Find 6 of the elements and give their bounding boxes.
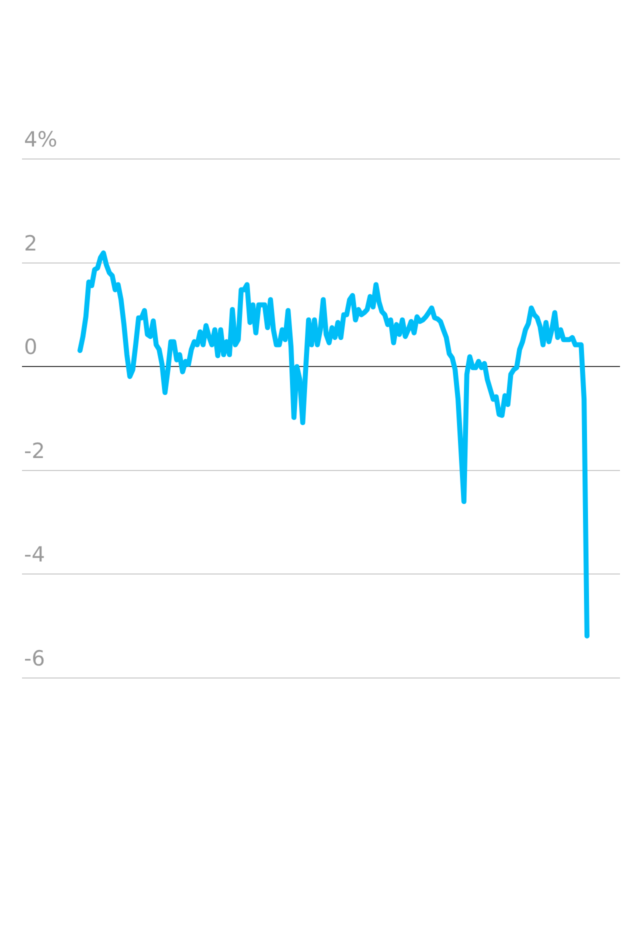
y-tick-label: 4% <box>24 127 58 152</box>
y-tick-label: 0 <box>24 335 38 360</box>
y-tick-label: -2 <box>24 438 45 463</box>
y-tick-label: 2 <box>24 231 38 256</box>
y-tick-label: -6 <box>24 646 45 670</box>
y-tick-label: -4 <box>24 542 45 567</box>
